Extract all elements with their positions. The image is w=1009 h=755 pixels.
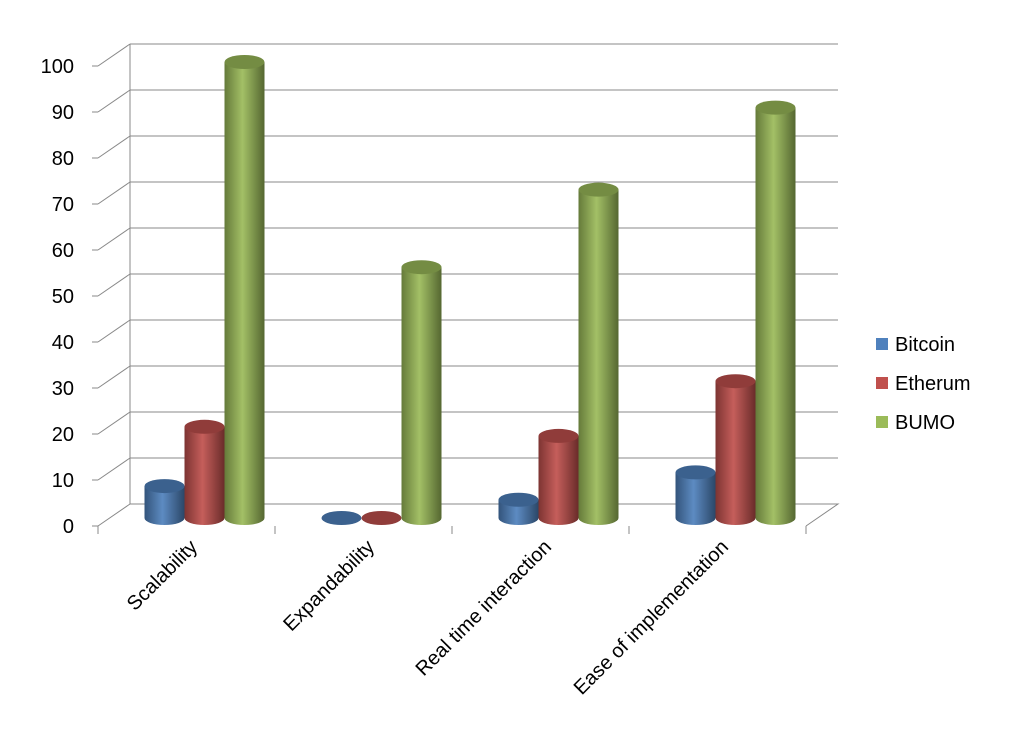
x-axis: Scalability Expandability Real time intera… bbox=[97, 526, 807, 699]
bar-etherum-scalability bbox=[184, 419, 225, 525]
y-tick-label: 30 bbox=[52, 378, 74, 400]
y-tick-label: 20 bbox=[52, 424, 74, 446]
bar-etherum-ease-of-implementation bbox=[715, 374, 756, 525]
y-tick-label: 0 bbox=[63, 516, 74, 538]
bar-top bbox=[675, 465, 716, 480]
y-tick-label: 10 bbox=[52, 470, 74, 492]
y-axis: 0 10 20 30 40 50 60 70 80 90 100 bbox=[41, 56, 98, 538]
bar-bumo-scalability bbox=[224, 55, 265, 525]
y-tick-label: 70 bbox=[52, 194, 74, 216]
bar-body bbox=[184, 426, 225, 525]
bar-etherum-expandability bbox=[361, 511, 402, 525]
gridline-side bbox=[97, 181, 131, 205]
bar-bitcoin-real-time-interaction bbox=[498, 492, 539, 525]
bar-top bbox=[538, 428, 579, 443]
gridline-side bbox=[97, 411, 131, 435]
bar-top bbox=[498, 492, 539, 507]
legend-swatch bbox=[876, 416, 888, 428]
bar-top bbox=[715, 374, 756, 389]
bar-body bbox=[144, 486, 185, 525]
y-tick-label: 60 bbox=[52, 240, 74, 262]
bar-top bbox=[224, 55, 265, 69]
bar-top bbox=[361, 511, 402, 525]
bar-body bbox=[755, 107, 796, 525]
bars bbox=[144, 55, 796, 525]
bar-top bbox=[144, 479, 185, 494]
gridline-side bbox=[97, 319, 131, 343]
bar-body bbox=[538, 435, 579, 525]
gridline-side bbox=[97, 365, 131, 389]
x-tick-label-real-time-interaction: Real time interaction bbox=[412, 536, 556, 680]
bar-top bbox=[401, 260, 442, 275]
gridline-side bbox=[97, 457, 131, 481]
x-tick-label-ease-of-implementation: Ease of implementation bbox=[570, 536, 733, 699]
bar-bitcoin-ease-of-implementation bbox=[675, 465, 716, 525]
bar-body bbox=[578, 189, 619, 525]
legend-label: Etherum bbox=[895, 373, 971, 395]
y-tick-label: 90 bbox=[52, 102, 74, 124]
bar-bumo-expandability bbox=[401, 260, 442, 525]
legend-swatch bbox=[876, 377, 888, 389]
bar-bumo-ease-of-implementation bbox=[755, 100, 796, 525]
y-tick-label: 80 bbox=[52, 148, 74, 170]
bar-etherum-real-time-interaction bbox=[538, 428, 579, 525]
gridline-side bbox=[97, 135, 131, 159]
bar-body bbox=[675, 472, 716, 525]
gridline-side bbox=[97, 89, 131, 113]
bar-bitcoin-expandability bbox=[321, 511, 362, 525]
legend-swatch bbox=[876, 338, 888, 350]
legend-item-etherum: Etherum bbox=[876, 373, 971, 395]
y-tick-label: 50 bbox=[52, 286, 74, 308]
legend-item-bumo: BUMO bbox=[876, 412, 955, 434]
bar-body bbox=[498, 499, 539, 525]
legend-label: BUMO bbox=[895, 412, 955, 434]
legend-label: Bitcoin bbox=[895, 334, 955, 356]
bar-bumo-real-time-interaction bbox=[578, 182, 619, 525]
floor-outline bbox=[97, 503, 840, 527]
bar-top bbox=[184, 419, 225, 434]
x-tick-label-scalability: Scalability bbox=[123, 536, 202, 615]
bar-top bbox=[321, 511, 362, 525]
gridline-side bbox=[97, 227, 131, 251]
gridline-side bbox=[97, 273, 131, 297]
bar-top bbox=[578, 182, 619, 197]
x-tick-label-expandability: Expandability bbox=[279, 536, 379, 636]
bar-body bbox=[224, 62, 265, 525]
gridline-side bbox=[97, 43, 131, 67]
legend: Bitcoin Etherum BUMO bbox=[876, 334, 971, 434]
bar-top bbox=[755, 100, 796, 115]
bar-bitcoin-scalability bbox=[144, 479, 185, 525]
legend-item-bitcoin: Bitcoin bbox=[876, 334, 955, 356]
bar-body bbox=[715, 381, 756, 525]
y-tick-label: 40 bbox=[52, 332, 74, 354]
bar-body bbox=[401, 267, 442, 525]
y-tick-label: 100 bbox=[41, 56, 74, 78]
